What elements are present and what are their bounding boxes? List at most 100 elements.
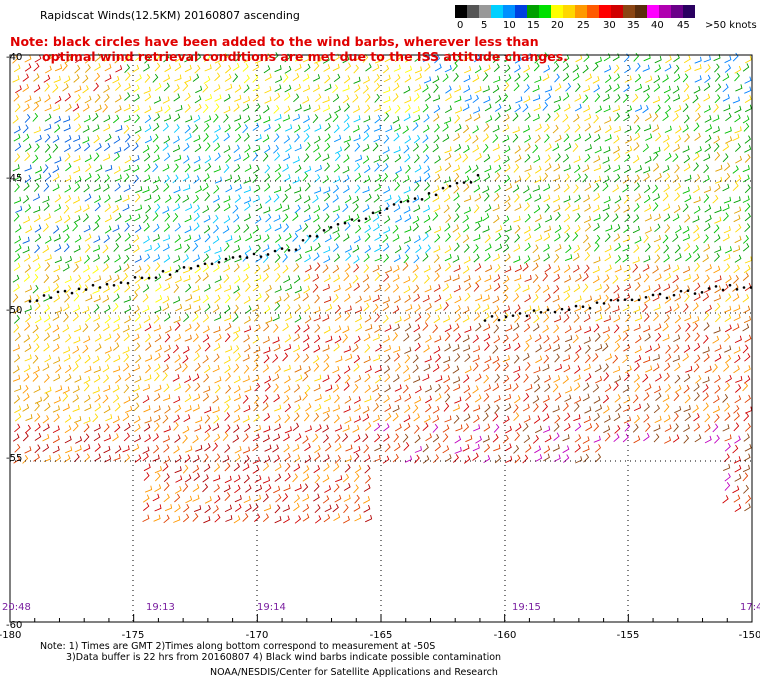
contamination-dot — [168, 273, 172, 276]
contamination-dot — [77, 287, 81, 291]
wind-barb — [185, 445, 193, 453]
wind-barb — [212, 224, 219, 234]
wind-barb — [735, 84, 743, 92]
wind-barb — [585, 373, 592, 382]
wind-barb — [345, 353, 353, 362]
wind-barb — [674, 314, 681, 324]
wind-barb — [312, 273, 320, 282]
wind-barb — [343, 365, 351, 374]
wind-barb — [602, 175, 610, 184]
wind-barb — [353, 434, 361, 443]
wind-barb — [543, 445, 551, 454]
wind-barb — [212, 364, 220, 373]
wind-barb — [234, 484, 241, 494]
wind-barb — [585, 73, 592, 82]
wind-barb — [103, 304, 111, 313]
wind-barb — [195, 344, 202, 354]
wind-barb — [593, 422, 600, 432]
wind-barb — [284, 462, 291, 472]
wind-barb — [135, 354, 142, 364]
wind-barb — [482, 225, 490, 233]
wind-barb — [244, 385, 252, 393]
wind-barb — [73, 183, 81, 192]
wind-barb — [202, 104, 209, 114]
wind-barb — [693, 363, 700, 373]
wind-barb — [104, 314, 111, 324]
wind-barb — [662, 234, 669, 244]
contamination-dot — [609, 298, 613, 302]
wind-barb — [625, 146, 633, 154]
wind-barb — [634, 355, 642, 363]
wind-barb — [322, 434, 329, 444]
wind-barb — [43, 74, 51, 83]
wind-barb — [462, 444, 470, 452]
wind-barb — [64, 275, 72, 284]
wind-barb — [664, 424, 672, 432]
wind-barb — [693, 423, 701, 432]
wind-barb — [474, 193, 482, 202]
wind-barb — [14, 413, 22, 422]
wind-barb — [572, 204, 580, 212]
wind-barb — [364, 104, 371, 114]
wind-barb — [663, 213, 671, 222]
wind-barb — [174, 234, 181, 243]
wind-barb — [173, 93, 181, 102]
wind-barb — [262, 336, 270, 344]
wind-barb — [662, 192, 669, 202]
wind-barb — [675, 125, 682, 134]
wind-barb — [533, 62, 540, 72]
wind-barb — [354, 184, 361, 194]
wind-barb — [72, 422, 79, 432]
wind-barb — [665, 353, 672, 363]
wind-barb — [145, 204, 152, 214]
wind-barb — [613, 64, 620, 74]
wind-barb — [25, 143, 32, 152]
contamination-dot — [427, 192, 431, 195]
wind-barb — [214, 72, 221, 82]
contamination-dot — [245, 256, 249, 259]
wind-barb — [413, 284, 420, 294]
wind-barb — [134, 323, 142, 332]
wind-barb — [434, 335, 442, 343]
wind-barb — [213, 463, 221, 472]
wind-barb — [223, 484, 231, 493]
wind-barb — [563, 183, 570, 193]
wind-barb — [313, 383, 321, 392]
wind-barb — [223, 203, 231, 212]
wind-barb — [472, 334, 479, 344]
wind-barb — [512, 112, 519, 122]
wind-barb — [264, 375, 272, 384]
wind-barb — [164, 405, 171, 414]
wind-barb — [572, 232, 579, 242]
wind-barb — [252, 225, 260, 234]
wind-barb — [423, 154, 430, 164]
wind-barb — [544, 203, 550, 213]
wind-barb — [614, 255, 621, 264]
wind-barb — [44, 235, 52, 244]
wind-barb — [194, 64, 201, 74]
wind-barb — [383, 226, 391, 234]
wind-barb — [134, 193, 141, 203]
wind-barb — [214, 124, 221, 133]
wind-barb — [22, 432, 29, 442]
wind-barb — [584, 113, 592, 122]
wind-barb — [44, 143, 51, 153]
wind-barb — [653, 385, 661, 394]
contamination-dot — [476, 173, 480, 177]
wind-barb — [93, 303, 100, 313]
wind-barb — [594, 294, 602, 302]
wind-barb — [84, 274, 91, 284]
wind-barb — [625, 313, 631, 323]
wind-barb — [694, 174, 701, 183]
wind-barb — [492, 314, 499, 324]
wind-barb — [264, 484, 272, 493]
wind-barb — [233, 404, 241, 413]
wind-barb — [213, 484, 220, 493]
wind-barb — [663, 314, 670, 324]
wind-barb — [513, 412, 520, 422]
wind-barb — [353, 354, 361, 364]
contamination-dot — [105, 282, 109, 286]
contamination-dot — [182, 266, 186, 269]
wind-barb — [544, 264, 552, 273]
wind-barb — [204, 162, 212, 172]
